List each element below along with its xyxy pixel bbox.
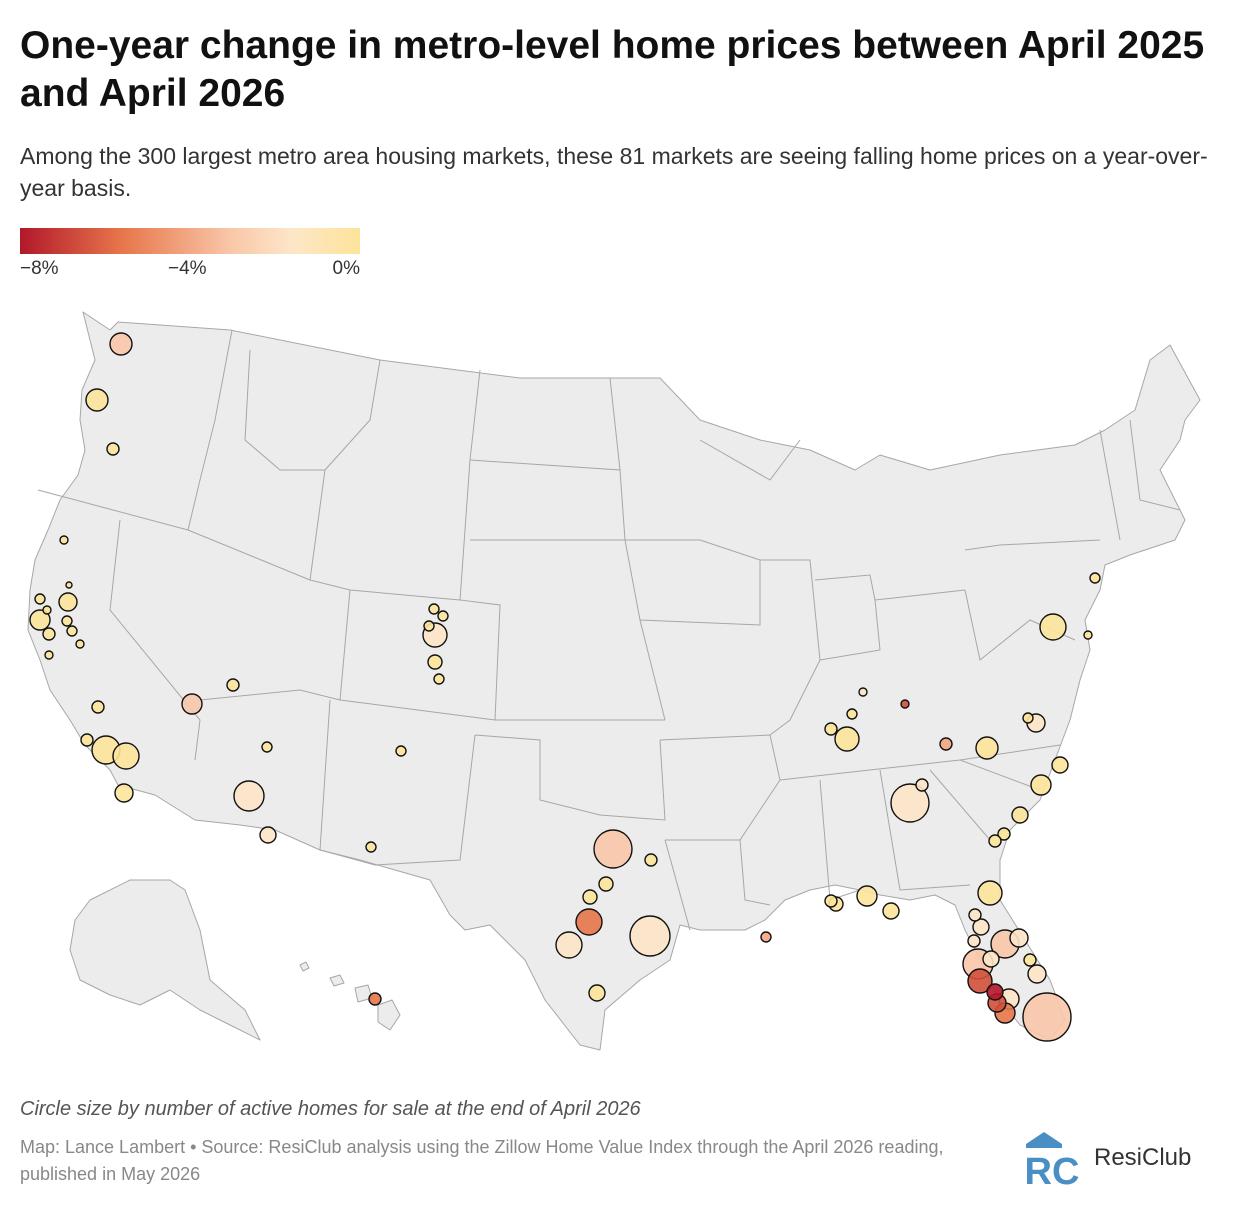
map-title: One-year change in metro-level home pric… (20, 24, 1205, 115)
metro-circle (1089, 572, 1101, 584)
footnote: Circle size by number of active homes fo… (20, 1098, 641, 1120)
metro-circle (428, 603, 440, 615)
legend-label-max: 0% (332, 258, 360, 279)
metro-circle (1051, 756, 1069, 774)
metro-circle (91, 700, 105, 714)
metro-circle (59, 535, 69, 545)
metro-circle (112, 742, 140, 770)
metro-circle (365, 841, 377, 853)
us-map (27, 311, 1201, 1051)
metro-circle (575, 908, 603, 936)
metro-circle (824, 722, 838, 736)
metro-circle (1022, 712, 1034, 724)
metro-circle (986, 983, 1004, 1001)
metro-circle (858, 687, 868, 697)
resiclub-logo-icon: RC (1025, 1132, 1080, 1186)
metro-circle (629, 915, 671, 957)
metro-circle (1083, 630, 1093, 640)
metro-circle (997, 827, 1011, 841)
metro-circle (29, 609, 51, 631)
metro-circle (972, 918, 990, 936)
metro-circle (982, 950, 1000, 968)
resiclub-brand: RC ResiClub (1022, 1130, 1191, 1186)
legend-gradient-bar (20, 228, 360, 254)
metro-circle (588, 984, 606, 1002)
metro-circle (988, 834, 1002, 848)
metro-circle (58, 592, 78, 612)
legend-labels: −8% −4% 0% (20, 258, 360, 282)
color-legend: −8% −4% 0% (20, 228, 360, 282)
metro-circle (44, 650, 54, 660)
logo-letters: RC (1025, 1151, 1080, 1186)
metro-circle (42, 627, 56, 641)
metro-circle (975, 736, 999, 760)
metro-circle (85, 388, 109, 412)
metro-circle (437, 610, 449, 622)
metro-circle (555, 931, 583, 959)
metro-circle (968, 908, 982, 922)
metro-circle (939, 737, 953, 751)
metro-circle (34, 593, 46, 605)
metro-circle (395, 745, 407, 757)
metro-circle (856, 885, 878, 907)
metro-circle (582, 889, 598, 905)
metro-circle (233, 780, 265, 812)
metro-circle (915, 778, 929, 792)
metro-circle (106, 442, 120, 456)
metro-circle (890, 783, 930, 823)
metro-circle (109, 332, 133, 356)
metro-circle (42, 605, 52, 615)
metro-circle (261, 741, 273, 753)
metro-circle (967, 934, 981, 948)
metro-circle (900, 699, 910, 709)
metro-circle (226, 678, 240, 692)
metro-circle (423, 620, 435, 632)
alaska-land (69, 879, 261, 1041)
metro-circle (834, 726, 860, 752)
legend-label-min: −8% (20, 258, 59, 279)
metro-circle (882, 902, 900, 920)
metro-circle (433, 673, 445, 685)
metro-circle (80, 733, 94, 747)
metro-circle (75, 639, 85, 649)
hawaii-land (299, 961, 401, 1031)
metro-circle (1023, 953, 1037, 967)
metro-circle (1027, 964, 1047, 984)
legend-label-mid: −4% (168, 258, 207, 279)
metro-circle (1022, 992, 1072, 1042)
metro-circle (65, 581, 73, 589)
map-subtitle: Among the 300 largest metro area housing… (20, 143, 1208, 201)
metro-circle (824, 894, 838, 908)
metro-circle (1039, 613, 1067, 641)
metro-circle (61, 615, 73, 627)
metro-circle (846, 708, 858, 720)
metro-circle (181, 693, 203, 715)
metro-circle (1030, 774, 1052, 796)
metro-circle (1011, 806, 1029, 824)
metro-circle (259, 826, 277, 844)
metro-circle (427, 654, 443, 670)
metro-circle (967, 968, 993, 994)
metro-circle (977, 880, 1003, 906)
metro-circle (760, 931, 772, 943)
metro-circle (1009, 928, 1029, 948)
metro-circle (644, 853, 658, 867)
metro-circle (66, 625, 78, 637)
brand-name: ResiClub (1094, 1144, 1192, 1171)
metro-circle (593, 829, 633, 869)
source-credit: Map: Lance Lambert • Source: ResiClub an… (20, 1137, 944, 1184)
metro-circle (114, 783, 134, 803)
metro-circles (29, 332, 1101, 1042)
metro-circle (598, 876, 614, 892)
metro-circle (368, 992, 382, 1006)
